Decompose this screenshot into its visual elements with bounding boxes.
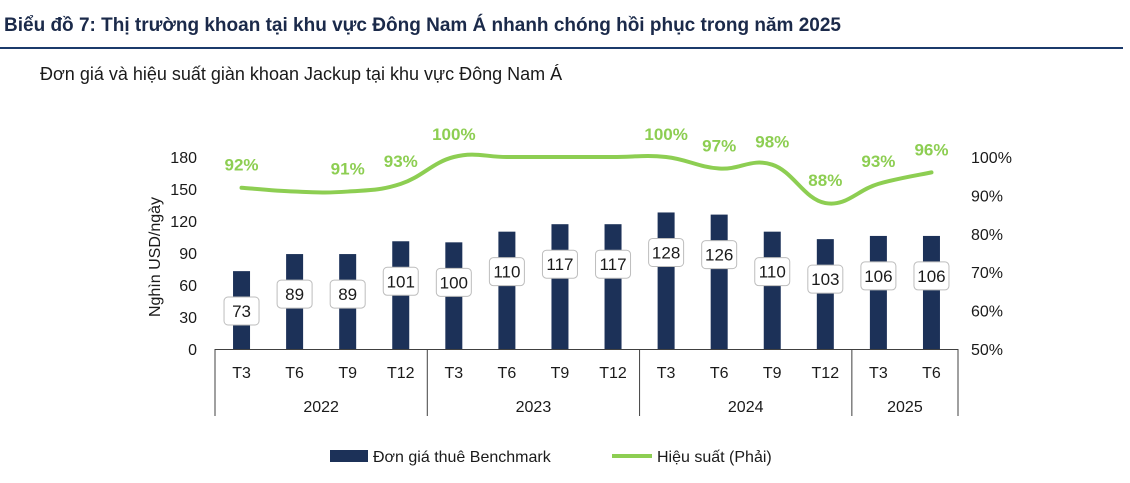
- x-tick-label: T12: [599, 365, 627, 382]
- x-tick-label: T6: [285, 365, 304, 382]
- y-tick-label: 90: [179, 246, 197, 263]
- bar-value-label: 101: [387, 272, 415, 291]
- y2-tick-label: 50%: [971, 342, 1003, 359]
- x-tick-label: T3: [232, 365, 251, 382]
- line-value-label: 93%: [384, 152, 418, 171]
- bar-value-box: [648, 237, 685, 267]
- bar: [710, 214, 728, 349]
- title-divider: [0, 47, 1123, 49]
- bar-value-label: 128: [652, 243, 680, 262]
- y-axis-label: Nghìn USD/ngày: [147, 197, 164, 317]
- y2-tick-label: 80%: [971, 227, 1003, 244]
- bar-value-box: [860, 261, 897, 291]
- line-value-label: 100%: [644, 125, 687, 144]
- y-tick-label: 30: [179, 310, 197, 327]
- line-value-label: 96%: [914, 140, 948, 159]
- x-group-label: 2025: [887, 399, 923, 416]
- x-tick-label: T6: [710, 365, 729, 382]
- x-tick-label: T12: [387, 365, 415, 382]
- bar-value-label: 126: [705, 246, 733, 265]
- bar: [763, 231, 781, 349]
- y-tick-label: 180: [170, 150, 197, 167]
- x-tick-label: T12: [812, 365, 840, 382]
- bar-value-box: [488, 257, 525, 287]
- y-tick-label: 150: [170, 182, 197, 199]
- chart-subtitle: Đơn giá và hiệu suất giàn khoan Jackup t…: [40, 64, 563, 84]
- bar-value-label: 117: [546, 255, 573, 274]
- x-tick-label: T6: [922, 365, 941, 382]
- line-value-label: 98%: [755, 133, 789, 152]
- bar-value-box: [701, 240, 738, 270]
- x-group-label: 2022: [303, 399, 339, 416]
- x-tick-label: T3: [444, 365, 463, 382]
- x-tick-label: T3: [869, 365, 888, 382]
- line-value-label: 100%: [432, 125, 475, 144]
- bar-value-box: [329, 279, 366, 309]
- bar-value-label: 100: [440, 273, 468, 292]
- bar-value-label: 106: [917, 267, 945, 286]
- bar-value-box: [382, 266, 419, 296]
- y2-tick-label: 100%: [971, 150, 1012, 167]
- line-value-label: 91%: [331, 160, 365, 179]
- y2-tick-label: 60%: [971, 304, 1003, 321]
- y-tick-label: 60: [179, 278, 197, 295]
- bar-value-box: [595, 249, 632, 279]
- line-value-label: 93%: [861, 152, 895, 171]
- x-tick-label: T9: [763, 365, 782, 382]
- line-series-hieu-suat: [239, 152, 934, 206]
- legend-label-line: Hiệu suất (Phải): [657, 449, 772, 466]
- line-value-label: 88%: [808, 171, 842, 190]
- x-tick-label: T3: [657, 365, 676, 382]
- line-value-label: 97%: [702, 137, 736, 156]
- bar-value-label: 110: [759, 263, 786, 282]
- y-tick-label: 120: [170, 214, 197, 231]
- x-group-label: 2023: [516, 399, 552, 416]
- bar-value-label: 117: [599, 255, 626, 274]
- bar: [551, 224, 569, 349]
- x-group-label: 2024: [728, 399, 764, 416]
- x-tick-label: T6: [498, 365, 517, 382]
- bar-value-box: [223, 296, 260, 326]
- chart-title: Biểu đồ 7: Thị trường khoan tại khu vực …: [4, 15, 841, 36]
- y-tick-label: 0: [188, 342, 197, 359]
- bar-value-box: [754, 257, 791, 287]
- y2-tick-label: 70%: [971, 265, 1003, 282]
- bar: [922, 235, 940, 349]
- bar: [604, 224, 622, 349]
- legend-label-bar: Đơn giá thuê Benchmark: [373, 449, 552, 466]
- y2-tick-label: 90%: [971, 188, 1003, 205]
- bar-value-label: 89: [338, 285, 357, 304]
- bar-value-label: 73: [232, 302, 251, 321]
- bar-value-label: 89: [285, 285, 304, 304]
- bar-value-box: [913, 261, 950, 291]
- bar-value-label: 106: [864, 267, 892, 286]
- bar-value-box: [276, 279, 313, 309]
- bar: [498, 231, 516, 349]
- line-value-label: 92%: [225, 156, 259, 175]
- bar: [657, 212, 675, 349]
- bar: [869, 235, 887, 349]
- bar-value-label: 103: [811, 270, 839, 289]
- bar-value-box: [435, 267, 472, 297]
- bar-value-box: [807, 264, 844, 294]
- bar-value-box: [541, 249, 578, 279]
- x-tick-label: T9: [338, 365, 357, 382]
- bar: [816, 239, 834, 349]
- x-tick-label: T9: [551, 365, 570, 382]
- bar-value-label: 110: [493, 263, 520, 282]
- legend-swatch-bar: [330, 450, 368, 462]
